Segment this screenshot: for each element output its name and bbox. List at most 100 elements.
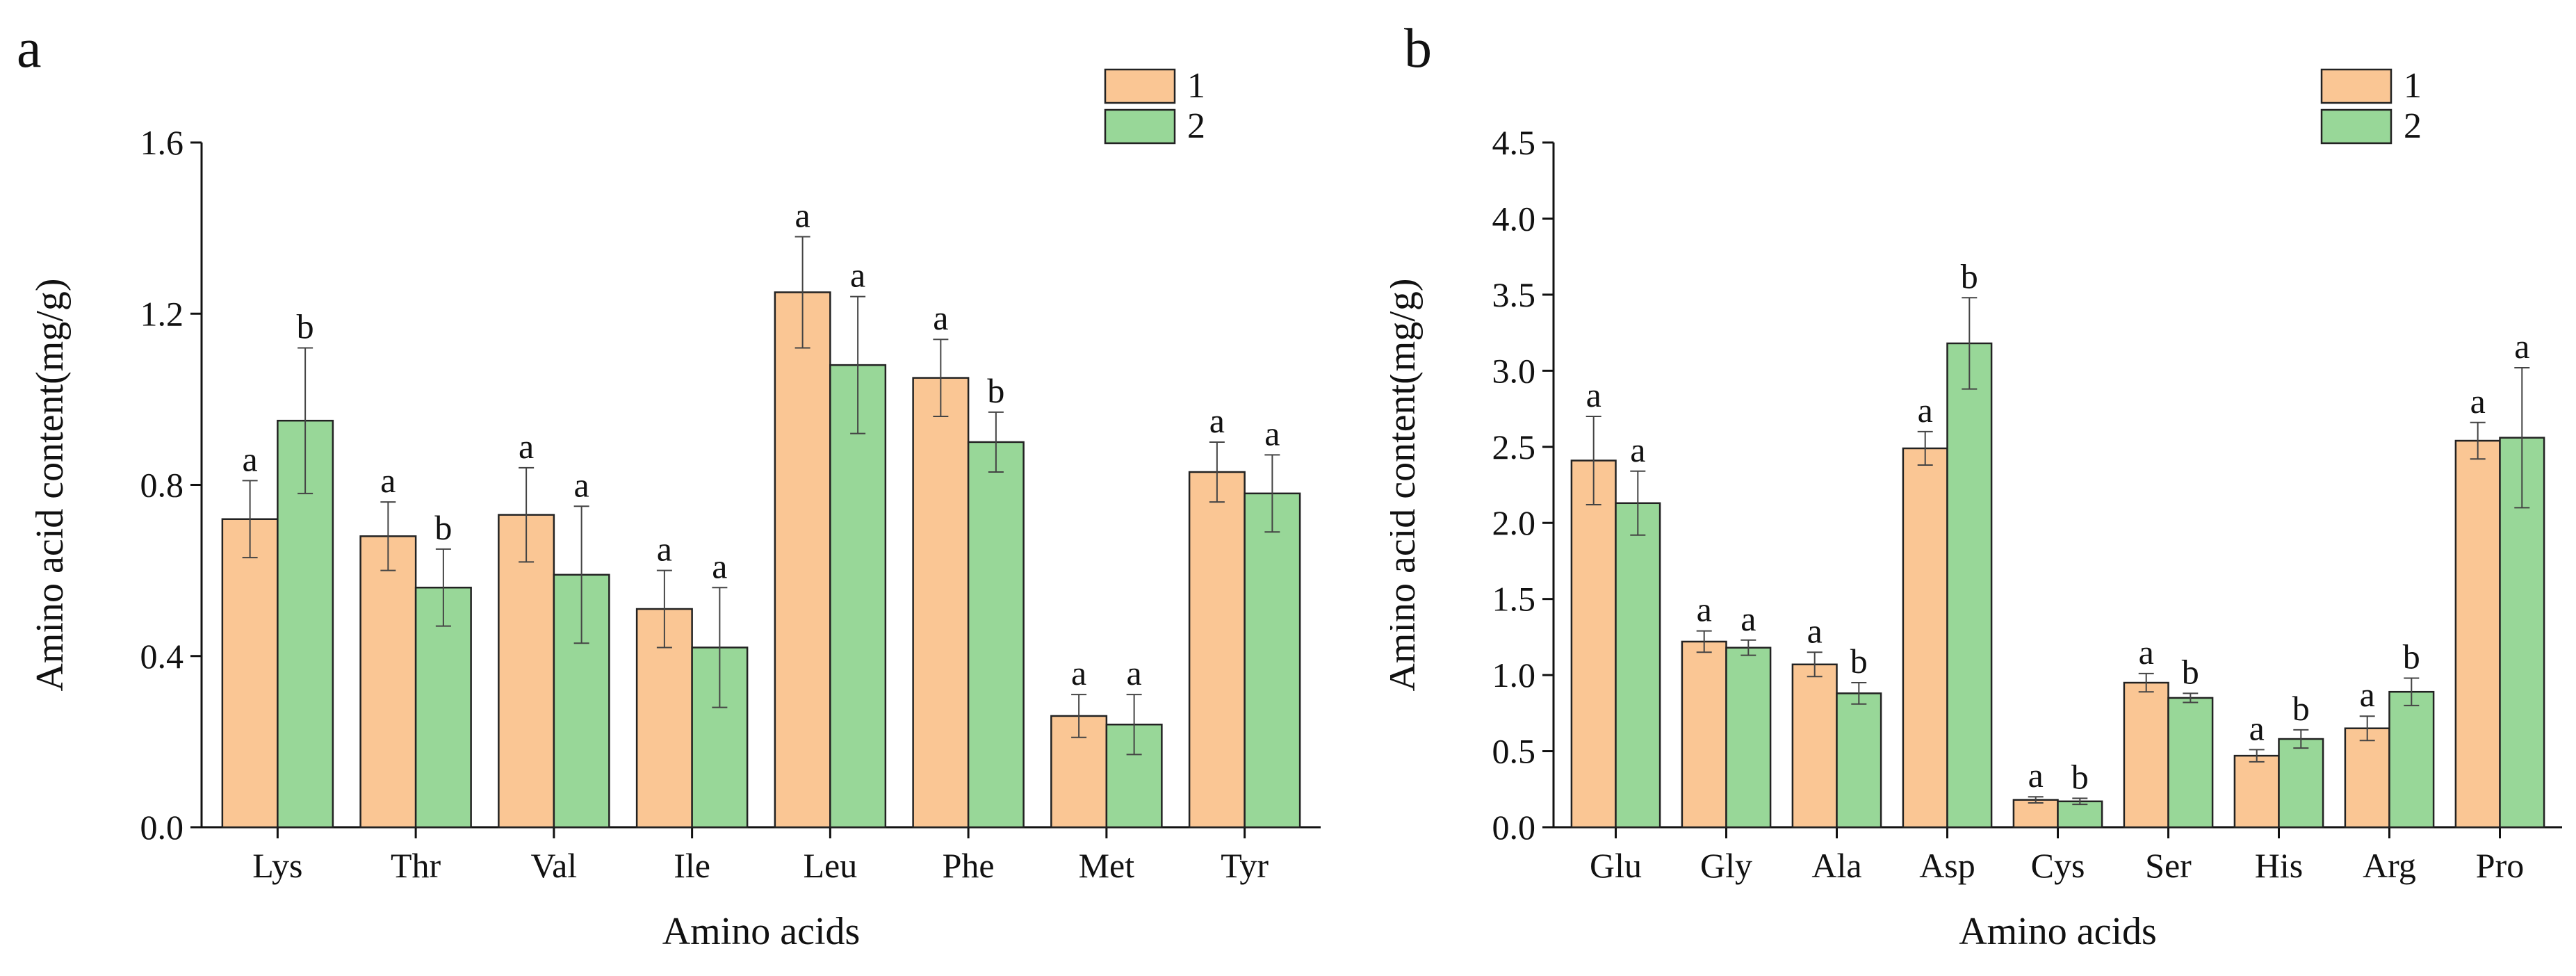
significance-label: a: [2028, 756, 2044, 795]
x-tick-label: Ile: [674, 846, 710, 885]
y-tick-label: 3.5: [1492, 275, 1536, 314]
significance-label: a: [2514, 327, 2529, 366]
bar-series-2: [967, 441, 1025, 829]
significance-label: b: [2071, 757, 2089, 796]
y-tick-label: 0.0: [140, 808, 184, 847]
y-tick-label: 2.0: [1492, 503, 1536, 542]
significance-label: a: [2249, 708, 2265, 747]
x-tick-label: Glu: [1590, 846, 1642, 885]
chart-panel-b: b 0.0 0.5 1.0 1.5 2.0 2.5 3.0 3.5 4.0 4.5 Amino aci…: [1390, 0, 2576, 976]
y-tick-label: 1.2: [140, 294, 184, 333]
significance-label: a: [519, 427, 534, 466]
bar-series-2: [1946, 342, 1993, 829]
x-tick-label: Ala: [1811, 846, 1861, 885]
significance-label: a: [933, 298, 948, 337]
bar-series-1: [1791, 663, 1838, 829]
y-axis-title: Amino acid content(mg/g): [1390, 278, 1424, 691]
y-tick-label: 1.0: [1492, 656, 1536, 694]
significance-label: a: [2139, 633, 2154, 672]
bar-series-2: [829, 364, 887, 829]
y-tick-label: 0.4: [140, 637, 184, 676]
y-tick-label: 2.5: [1492, 428, 1536, 466]
y-tick-label: 1.6: [140, 123, 184, 162]
x-tick-label: Thr: [391, 846, 441, 885]
bar-series-1: [221, 518, 279, 829]
bar-series-2: [1836, 692, 1882, 829]
significance-label: a: [1918, 391, 1933, 430]
significance-label: a: [795, 195, 810, 234]
significance-label: a: [657, 530, 672, 569]
significance-label: a: [1127, 653, 1142, 692]
x-tick-label: Val: [531, 846, 578, 885]
chart-panel-a: a 0.0 0.4 0.8 1.2 1.6 Amino acid content(mg/g)…: [17, 18, 1321, 953]
x-axis-title: Amino acids: [662, 910, 861, 953]
amino-acid-chart-b: b 0.0 0.5 1.0 1.5 2.0 2.5 3.0 3.5 4.0 4.5 Amino aci…: [1390, 18, 2562, 953]
y-tick-label: 3.0: [1492, 351, 1536, 390]
y-tick-label: 4.5: [1492, 123, 1536, 162]
y-tick-label: 0.0: [1492, 808, 1536, 847]
bar-series-1: [359, 535, 417, 829]
bar-series-2: [2388, 690, 2435, 829]
y-axis-title: Amino acid content(mg/g): [28, 278, 72, 691]
significance-label: a: [1209, 401, 1225, 440]
bar-series-1: [2233, 754, 2280, 829]
x-axis-title: Amino acids: [1959, 910, 2157, 953]
significance-label: a: [712, 546, 727, 585]
bar-series-1: [774, 291, 831, 829]
bar-series-1: [1902, 447, 1948, 829]
bar-series-1: [2012, 799, 2059, 829]
significance-label: a: [2470, 382, 2486, 421]
significance-label: b: [1850, 642, 1868, 681]
bar-series-2: [2278, 738, 2324, 829]
legend-label-2: 2: [1187, 106, 1205, 146]
significance-label: a: [2360, 675, 2375, 714]
significance-label: a: [1264, 414, 1280, 453]
legend-label-2: 2: [2404, 106, 2422, 146]
bar-series-1: [912, 377, 970, 829]
significance-label: a: [850, 256, 865, 295]
x-tick-label: Leu: [804, 846, 858, 885]
bar-series-2: [1615, 502, 1661, 829]
x-tick-label: Cys: [2031, 846, 2085, 885]
bar-series-2: [2057, 800, 2103, 829]
significance-label: a: [1071, 653, 1086, 692]
significance-label: b: [434, 508, 452, 547]
significance-label: a: [243, 439, 258, 478]
panel-letter: b: [1404, 18, 1432, 79]
x-tick-label: Pro: [2476, 846, 2524, 885]
x-tick-label: Arg: [2363, 846, 2416, 885]
panel-letter: a: [17, 18, 42, 79]
significance-label: b: [987, 371, 1004, 410]
y-tick-label: 0.8: [140, 466, 184, 505]
legend-swatch-2: [2320, 108, 2392, 145]
x-tick-label: Gly: [1700, 846, 1752, 885]
x-tick-label: Met: [1079, 846, 1135, 885]
significance-label: a: [1807, 611, 1823, 650]
bar-series-1: [2123, 681, 2169, 829]
legend-swatch-1: [1104, 68, 1176, 104]
significance-label: a: [1741, 599, 1756, 638]
significance-label: a: [380, 461, 396, 500]
x-tick-label: Lys: [252, 846, 302, 885]
x-tick-label: Tyr: [1221, 846, 1269, 885]
legend-label-1: 1: [2404, 66, 2422, 106]
significance-label: a: [1630, 430, 1645, 469]
legend-swatch-1: [2320, 68, 2392, 104]
legend-swatch-2: [1104, 108, 1176, 145]
y-tick-label: 0.5: [1492, 732, 1536, 771]
y-tick-label: 1.5: [1492, 580, 1536, 619]
x-tick-label: Phe: [943, 846, 995, 885]
bar-series-1: [1188, 471, 1246, 829]
bar-series-1: [1570, 459, 1617, 829]
bar-series-2: [2167, 697, 2214, 829]
significance-label: a: [574, 465, 589, 504]
significance-label: b: [2403, 637, 2420, 676]
bar-series-1: [1681, 640, 1727, 829]
significance-label: a: [1697, 590, 1712, 629]
x-tick-label: Ser: [2145, 846, 2192, 885]
significance-label: b: [2182, 652, 2199, 691]
significance-label: b: [297, 307, 314, 346]
x-tick-label: His: [2255, 846, 2303, 885]
legend-label-1: 1: [1187, 66, 1205, 106]
y-tick-label: 4.0: [1492, 199, 1536, 238]
